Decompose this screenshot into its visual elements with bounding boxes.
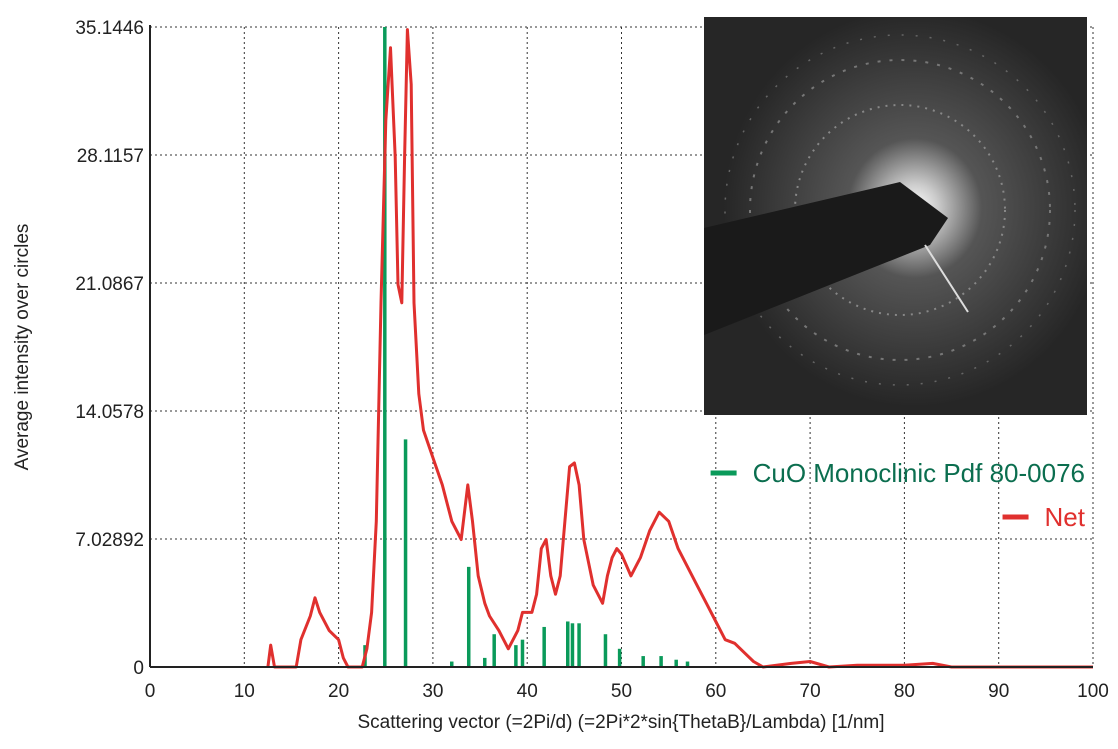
y-tick-label: 28.1157	[77, 146, 144, 167]
x-axis-label: Scattering vector (=2Pi/d) (=2Pi*2*sin{T…	[358, 712, 885, 733]
y-axis-label: Average intensity over circles	[12, 224, 33, 471]
x-tick-label: 90	[988, 681, 1009, 702]
y-tick-label: 14.0578	[75, 402, 144, 423]
x-tick-label: 70	[800, 681, 821, 702]
x-tick-label: 30	[422, 681, 443, 702]
y-tick-label: 21.0867	[75, 274, 144, 295]
inset-image	[704, 17, 1087, 415]
x-tick-label: 20	[328, 681, 349, 702]
x-tick-label: 60	[705, 681, 726, 702]
x-tick-label: 80	[894, 681, 915, 702]
x-tick-label: 40	[517, 681, 538, 702]
legend-label: CuO Monoclinic Pdf 80-0076	[753, 458, 1085, 488]
y-tick-label: 7.02892	[75, 530, 144, 551]
chart: 0 7.02892 14.0578 21.0867 28.1157 35.1446 0 10 2…	[0, 0, 1118, 744]
x-tick-label: 0	[145, 681, 156, 702]
x-tick-label: 10	[234, 681, 255, 702]
y-tick-label: 35.1446	[75, 18, 144, 39]
legend-label: Net	[1045, 502, 1086, 532]
x-tick-label: 100	[1077, 681, 1109, 702]
y-tick-label: 0	[133, 658, 144, 679]
x-tick-label: 50	[611, 681, 632, 702]
